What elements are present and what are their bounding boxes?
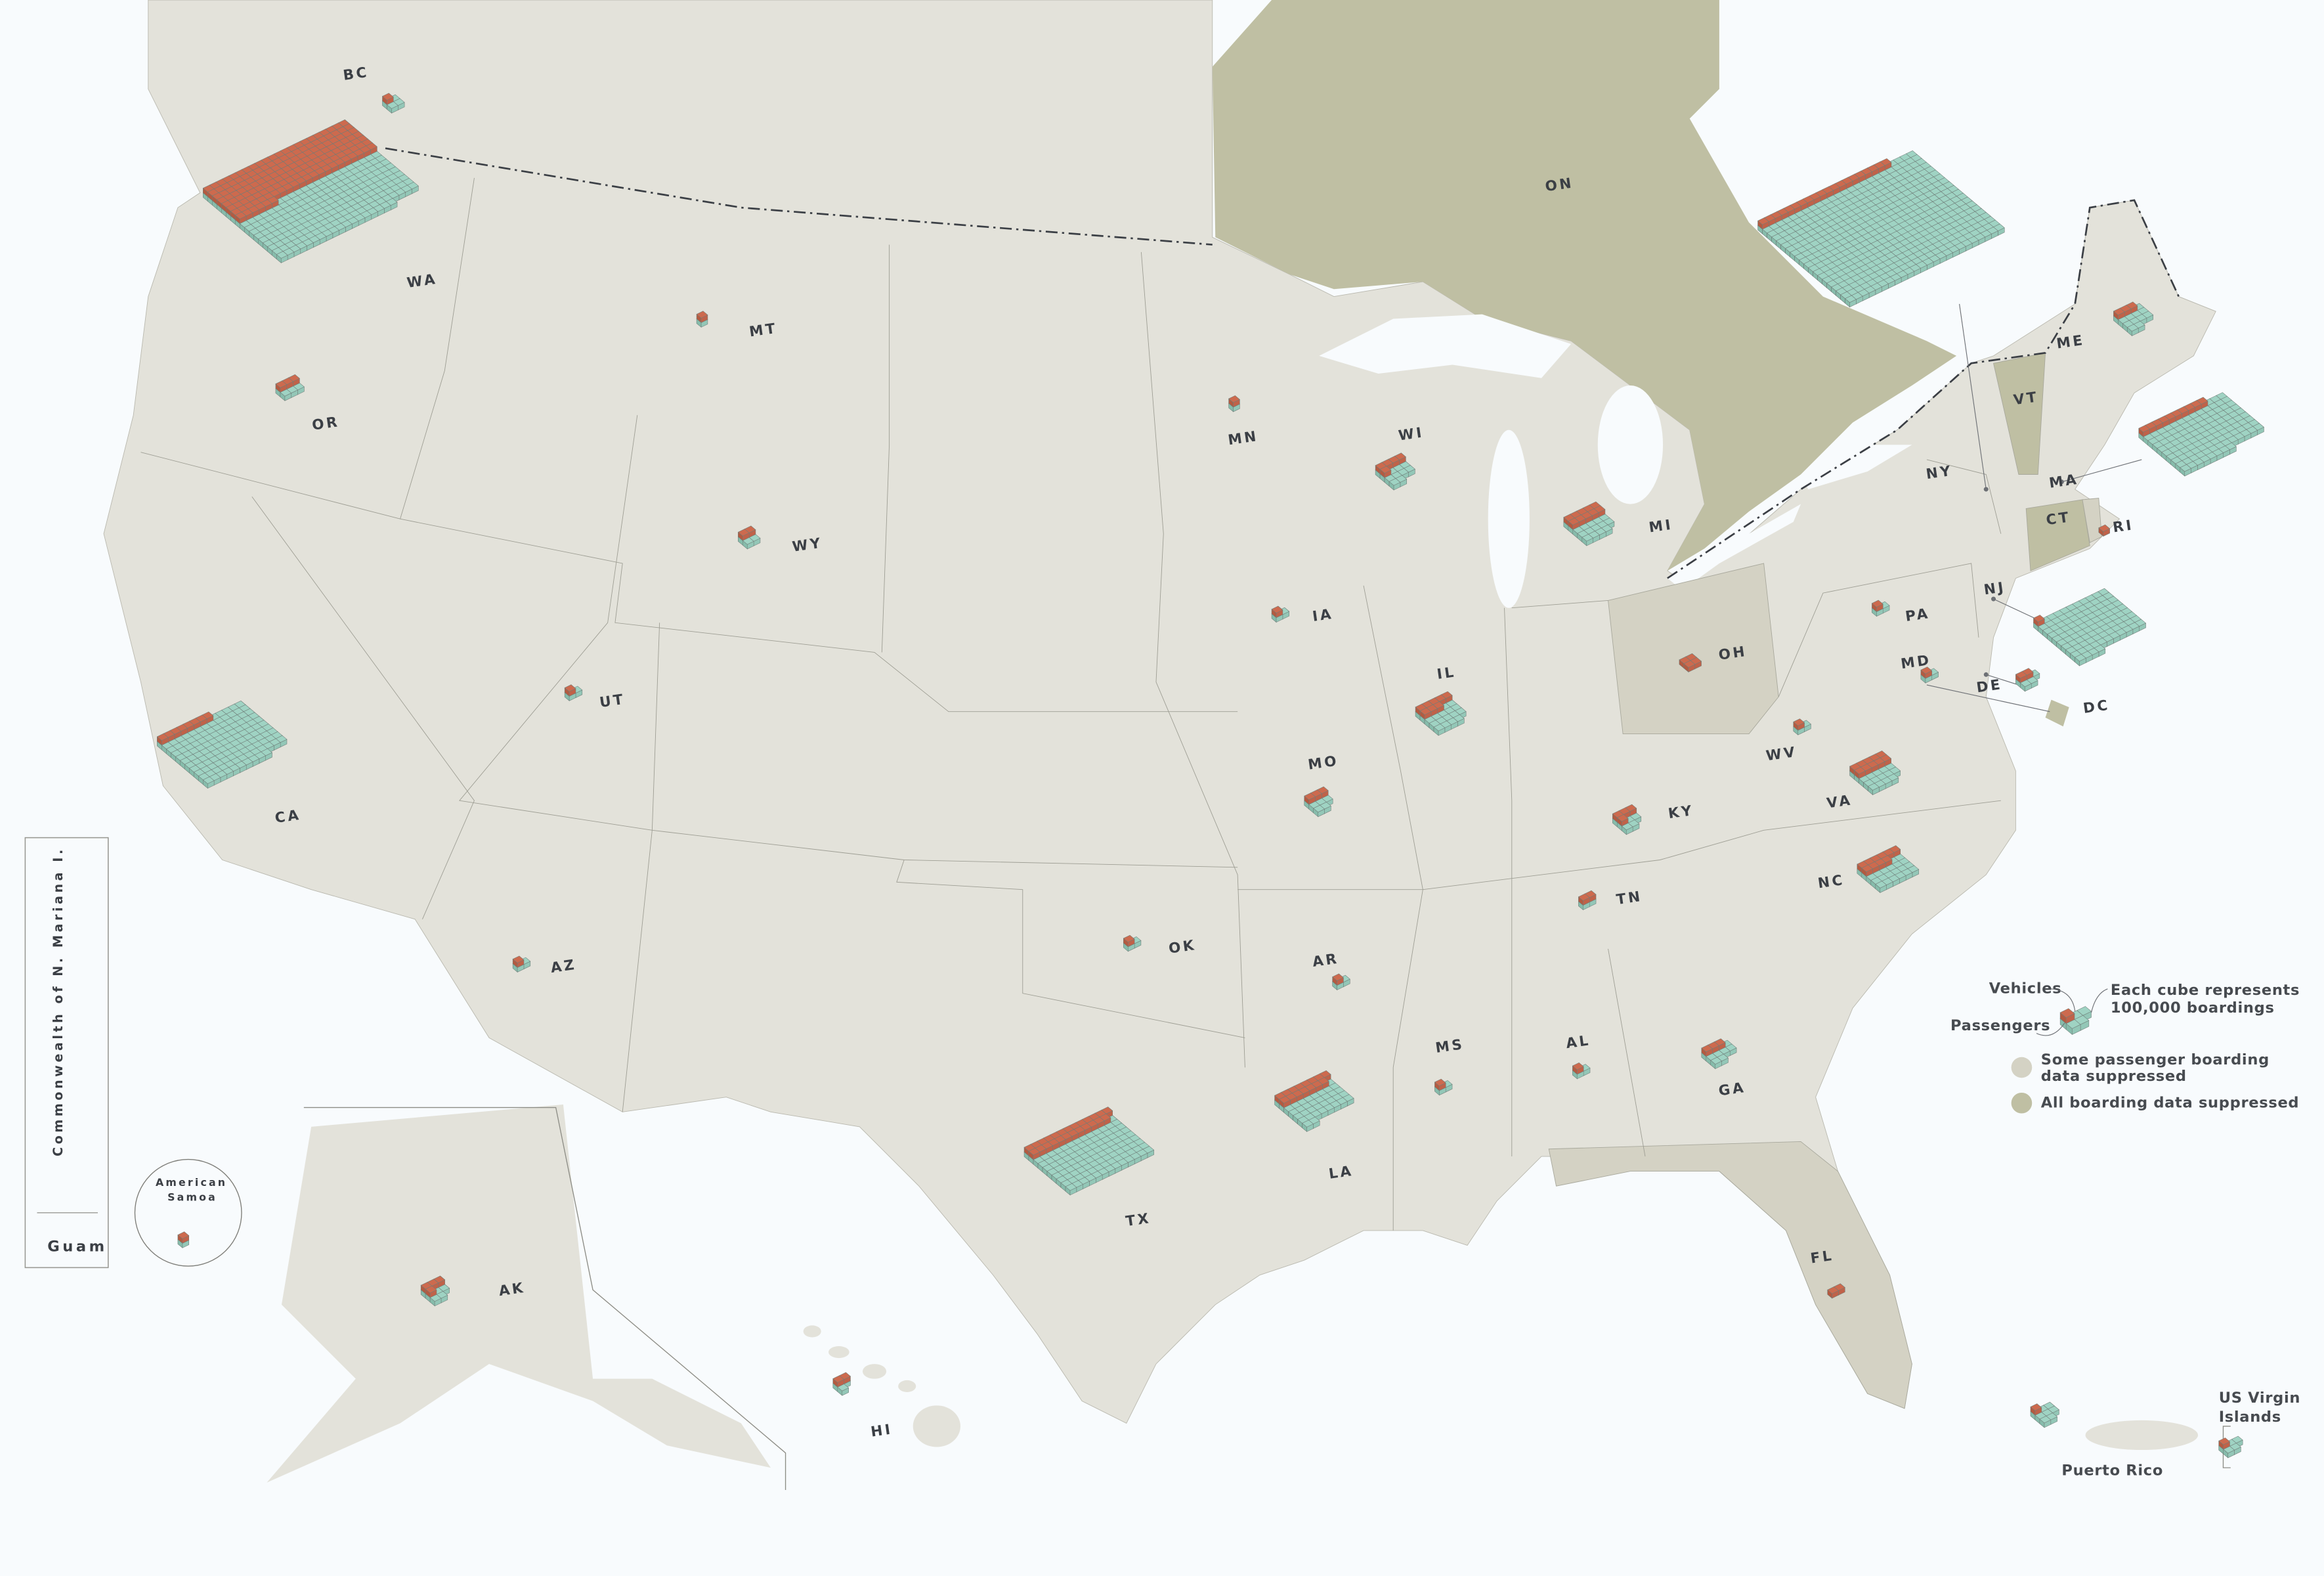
vehicle-cube <box>1379 466 1392 473</box>
lake-superior <box>1319 314 1572 378</box>
vehicle-cube <box>1568 517 1580 525</box>
cube-block-ut <box>564 684 583 701</box>
vermont <box>1993 352 2046 475</box>
vehicle-cube <box>1271 605 1283 613</box>
alaska-inset-border <box>303 1106 786 1490</box>
vehicle-cube <box>381 93 394 100</box>
vehicle-cube <box>156 733 169 741</box>
cube-block-il <box>1415 691 1467 736</box>
vehicle-cube <box>512 955 525 963</box>
vehicle-cube <box>275 380 288 388</box>
puerto-rico <box>2085 1420 2199 1451</box>
vehicle-cube <box>737 529 750 536</box>
lake-erie <box>1667 504 1801 590</box>
cube-block-de <box>2015 668 2040 692</box>
mariana-guam-inset <box>24 837 109 1269</box>
vehicle-cube <box>1683 660 1696 668</box>
vehicle-cube <box>234 211 247 219</box>
vehicle-cube <box>564 684 576 692</box>
ontario <box>1212 0 1957 571</box>
district-of-columbia <box>2045 699 2069 727</box>
cube-block-pa <box>1871 600 1890 617</box>
cube-block-ca <box>156 700 288 789</box>
rhode-island <box>2082 498 2102 544</box>
us-canada-border-east <box>1667 199 2180 579</box>
lake-ontario <box>1801 445 1912 490</box>
passenger-cube <box>1433 724 1446 732</box>
vehicle-cube <box>1228 395 1240 403</box>
cube-block-mt <box>696 311 708 328</box>
cube-block-mi <box>1563 501 1615 546</box>
lake-michigan <box>1488 429 1530 608</box>
cube-block-wa <box>202 119 419 263</box>
florida <box>1548 1141 1912 1409</box>
cube-block-wi <box>1375 452 1415 491</box>
us-canada-border <box>385 147 1213 246</box>
vehicle-cube <box>1419 707 1432 715</box>
connecticut <box>2025 499 2090 571</box>
cube-block-mn <box>1228 395 1240 412</box>
passenger-cube <box>202 776 215 784</box>
vehicle-cube <box>1871 600 1883 607</box>
cube-block-mo <box>1304 786 1333 818</box>
cube-block-or <box>275 374 305 401</box>
cube-block-oh <box>1679 653 1702 673</box>
lake-huron <box>1597 385 1664 504</box>
leader-lines <box>1926 303 2142 712</box>
passenger-cube <box>1313 804 1325 813</box>
state-boundaries <box>140 177 2002 1231</box>
hawaii <box>803 1325 960 1447</box>
cube-block-bc <box>381 93 405 114</box>
cube-blocks <box>156 93 2264 1458</box>
vehicle-cube <box>1304 793 1316 800</box>
cube-block-nj <box>2033 588 2147 667</box>
ohio <box>1608 563 1779 735</box>
passenger-cube <box>1388 478 1401 486</box>
basemap <box>24 0 2231 1490</box>
passenger-cube <box>1582 534 1594 542</box>
cube-block-wy <box>737 525 761 550</box>
alaska <box>267 1105 771 1483</box>
vehicle-cube <box>696 311 708 318</box>
cube-block-ia <box>1271 605 1290 623</box>
american-samoa-inset <box>134 1158 242 1267</box>
cube-block-ny <box>1757 150 2005 308</box>
passenger-cube <box>276 251 288 259</box>
cube-block-az <box>512 955 531 973</box>
